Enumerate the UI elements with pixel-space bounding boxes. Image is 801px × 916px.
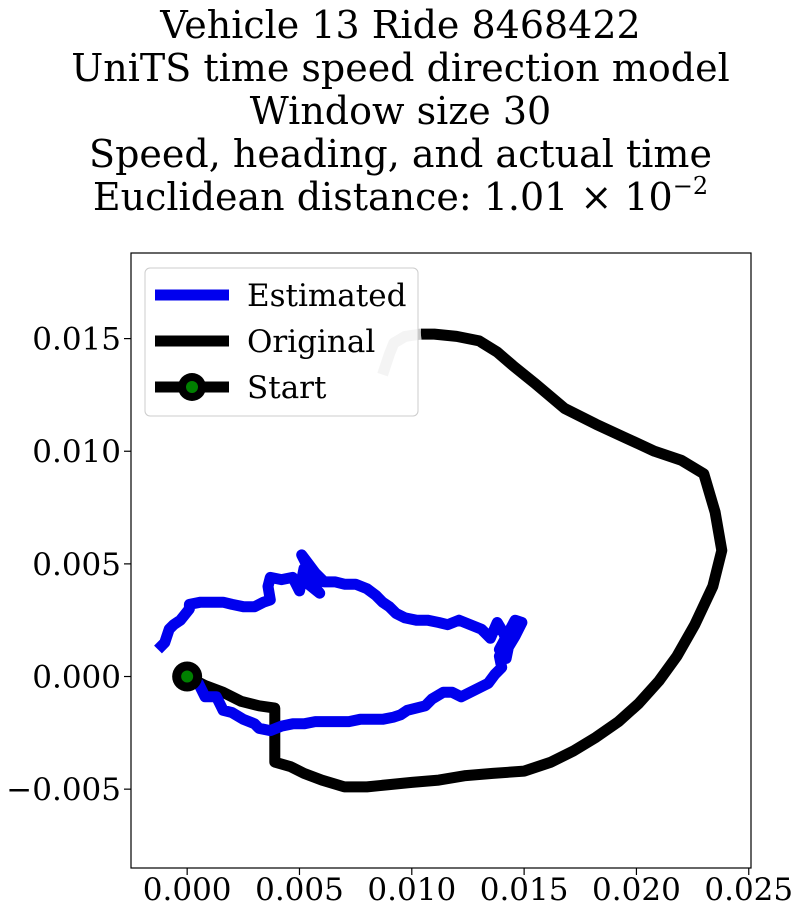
y-tick-label: 0.000 [32, 660, 121, 696]
title-line-5: Euclidean distance: 1.01 × 10−2 [0, 174, 801, 219]
legend-estimated-label: Estimated [247, 278, 406, 314]
estimated-line [154, 549, 528, 737]
legend-original-label: Original [247, 324, 375, 360]
legend-start-label: Start [247, 370, 327, 406]
original-line [184, 328, 728, 793]
x-tick-label: 0.015 [480, 872, 569, 908]
plot-area-frame [130, 252, 752, 869]
y-tick-label: 0.005 [32, 547, 121, 583]
legend: Estimated Original Start [144, 267, 419, 417]
title-line-3: Window size 30 [249, 89, 552, 133]
x-tick-label: 0.020 [592, 872, 681, 908]
legend-start-marker-center [186, 381, 198, 393]
chart-title: Vehicle 13 Ride 8468422 UniTS time speed… [0, 4, 801, 219]
series-layer [154, 328, 728, 793]
x-tick-label: 0.010 [367, 872, 456, 908]
y-tick-label: −0.005 [6, 772, 121, 808]
title-line-4: Speed, heading, and actual time [89, 132, 712, 176]
start-marker-center [181, 670, 194, 683]
distance-exponent: −2 [672, 172, 709, 200]
y-tick-label: 0.015 [32, 322, 121, 358]
title-line-2: UniTS time speed direction model [71, 46, 730, 90]
legend-box [144, 267, 419, 417]
title-line-1: Vehicle 13 Ride 8468422 [160, 3, 641, 47]
axis-ticks: 0.000 0.005 0.010 0.015 0.020 0.025 −0.005 0.00… [6, 322, 793, 908]
x-tick-label: 0.025 [704, 872, 793, 908]
y-tick-label: 0.010 [32, 434, 121, 470]
x-tick-label: 0.005 [255, 872, 344, 908]
distance-text: Euclidean distance: 1.01 × 10 [92, 175, 673, 219]
x-tick-label: 0.000 [143, 872, 232, 908]
